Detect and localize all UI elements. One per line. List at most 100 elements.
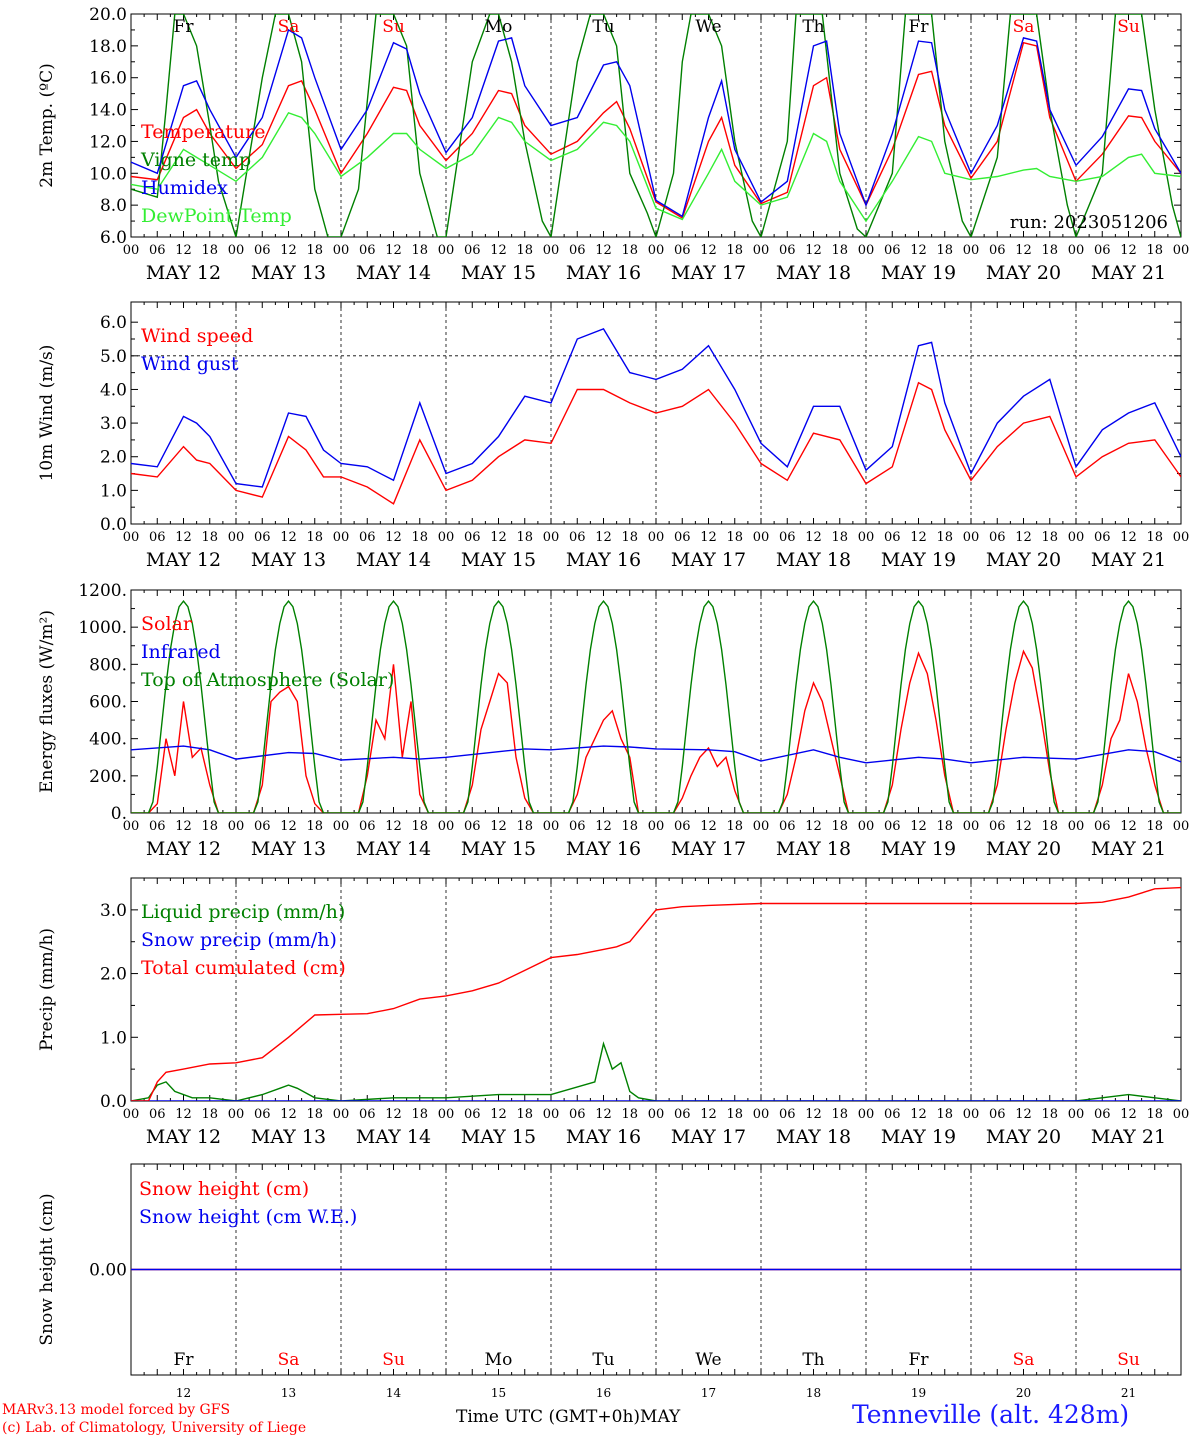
hour-tick-label: 00: [123, 1107, 140, 1122]
hour-tick-label: 00: [543, 1107, 560, 1122]
day-label: MAY 17: [671, 838, 746, 860]
hour-tick-label: 00: [1173, 1107, 1190, 1122]
y-tick-label: 12.0: [89, 132, 127, 152]
y-tick-label: 0.00: [89, 1261, 127, 1281]
day-number-label: 16: [596, 1386, 611, 1400]
day-label: MAY 17: [671, 262, 746, 284]
hour-tick-label: 18: [831, 819, 848, 834]
hour-tick-label: 06: [674, 530, 691, 545]
hour-tick-label: 06: [884, 819, 901, 834]
hour-tick-label: 00: [1068, 1107, 1085, 1122]
hour-tick-label: 06: [464, 243, 481, 258]
hour-tick-label: 00: [333, 530, 350, 545]
hour-tick-label: 06: [779, 243, 796, 258]
y-tick-label: 14.0: [89, 101, 127, 121]
y-tick-label: 800.: [89, 655, 127, 675]
day-label: MAY 14: [356, 838, 431, 860]
hour-tick-label: 12: [1120, 243, 1137, 258]
hour-tick-label: 18: [201, 1107, 218, 1122]
weekday-label: Sa: [1013, 1350, 1035, 1370]
day-label: MAY 18: [776, 838, 851, 860]
hour-tick-label: 00: [858, 530, 875, 545]
series-line: [131, 599, 1181, 813]
y-tick-label: 1200.: [78, 581, 127, 601]
hour-tick-label: 18: [831, 1107, 848, 1122]
hour-tick-label: 06: [464, 530, 481, 545]
hour-tick-label: 12: [595, 819, 612, 834]
hour-tick-label: 18: [936, 243, 953, 258]
hour-tick-label: 00: [858, 1107, 875, 1122]
day-number-label: 21: [1121, 1386, 1136, 1400]
hour-tick-label: 12: [700, 530, 717, 545]
hour-tick-label: 18: [411, 1107, 428, 1122]
y-tick-label: 20.0: [89, 5, 127, 25]
series-line: [131, 328, 1181, 488]
hour-tick-label: 18: [201, 243, 218, 258]
weekday-label-top: Fr: [909, 17, 930, 37]
series-line: [131, 28, 1181, 218]
day-label: MAY 12: [146, 838, 221, 860]
hour-tick-label: 06: [884, 243, 901, 258]
hour-tick-label: 18: [1041, 243, 1058, 258]
hour-tick-label: 00: [753, 530, 770, 545]
y-tick-label: 600.: [89, 693, 127, 713]
hour-tick-label: 18: [1146, 530, 1163, 545]
y-tick-label: 1000.: [78, 618, 127, 638]
hour-tick-label: 00: [543, 243, 560, 258]
hour-tick-label: 00: [963, 1107, 980, 1122]
hour-tick-label: 18: [1041, 1107, 1058, 1122]
legend-entry: Snow precip (mm/h): [141, 929, 337, 951]
hour-tick-label: 12: [385, 819, 402, 834]
hour-tick-label: 12: [490, 530, 507, 545]
hour-tick-label: 12: [1120, 1107, 1137, 1122]
day-label: MAY 13: [251, 549, 326, 571]
hour-tick-label: 06: [779, 530, 796, 545]
day-number-label: 19: [911, 1386, 926, 1400]
hour-tick-label: 06: [149, 243, 166, 258]
hour-tick-label: 18: [726, 1107, 743, 1122]
hour-tick-label: 06: [254, 530, 271, 545]
hour-tick-label: 00: [228, 1107, 245, 1122]
hour-tick-label: 18: [411, 530, 428, 545]
y-axis-label: Precip (mm/h): [37, 928, 57, 1051]
day-label: MAY 19: [881, 262, 956, 284]
hour-tick-label: 18: [621, 1107, 638, 1122]
y-tick-label: 6.0: [100, 313, 127, 333]
hour-tick-label: 12: [175, 819, 192, 834]
weekday-label-top: Th: [802, 17, 824, 37]
hour-tick-label: 12: [1015, 819, 1032, 834]
legend-entry: Top of Atmosphere (Solar): [141, 669, 394, 691]
hour-tick-label: 06: [359, 530, 376, 545]
hour-tick-label: 00: [963, 243, 980, 258]
hour-tick-label: 12: [595, 530, 612, 545]
series-group: [131, 886, 1181, 1101]
day-number-label: 18: [806, 1386, 821, 1400]
hour-tick-label: 06: [1094, 530, 1111, 545]
hour-tick-label: 12: [175, 1107, 192, 1122]
hour-tick-label: 06: [884, 1107, 901, 1122]
legend-entry: Infrared: [141, 641, 221, 663]
y-tick-label: 0.0: [100, 1092, 127, 1112]
hour-tick-label: 18: [201, 819, 218, 834]
hour-tick-label: 00: [228, 530, 245, 545]
day-label: MAY 14: [356, 549, 431, 571]
day-label: MAY 20: [986, 549, 1061, 571]
hour-tick-label: 12: [280, 243, 297, 258]
hour-tick-label: 12: [1015, 243, 1032, 258]
weekday-label-top: Tu: [592, 17, 614, 37]
weekday-label: Mo: [485, 1350, 513, 1370]
weekday-label: Fr: [909, 1350, 930, 1370]
panel-3: 0. 200. 400. 600. 800. 1000. 1200. Energy fluxe…: [37, 581, 1189, 860]
hour-tick-label: 06: [884, 530, 901, 545]
y-tick-label: 5.0: [100, 347, 127, 367]
y-tick-label: 2.0: [100, 448, 127, 468]
hour-tick-label: 00: [963, 819, 980, 834]
hour-tick-label: 12: [385, 530, 402, 545]
day-label: MAY 12: [146, 1126, 221, 1148]
hour-tick-label: 00: [1068, 243, 1085, 258]
hour-tick-label: 00: [543, 819, 560, 834]
day-label: MAY 20: [986, 262, 1061, 284]
hour-tick-label: 12: [700, 243, 717, 258]
hour-tick-label: 18: [831, 243, 848, 258]
y-tick-label: 16.0: [89, 69, 127, 89]
